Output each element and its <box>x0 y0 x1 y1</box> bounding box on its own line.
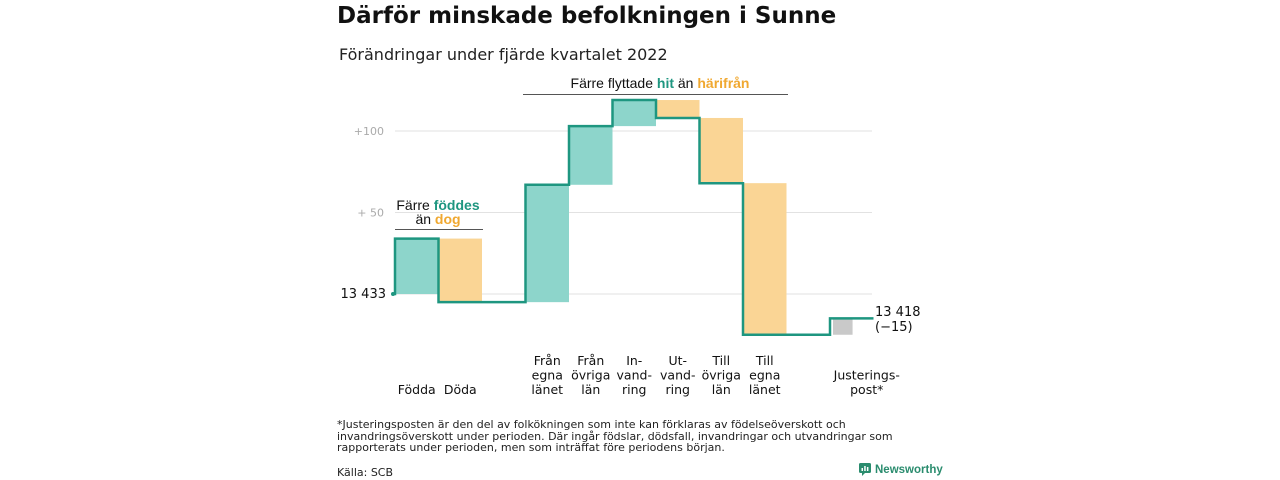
category-label: länet <box>749 382 781 397</box>
bar-increase <box>569 126 613 185</box>
category-label: Till <box>711 353 730 368</box>
start-marker <box>391 292 395 296</box>
y-tick-label: +100 <box>354 125 384 138</box>
annotation-migration: Färre flyttade hit än härifrån <box>523 75 788 95</box>
end-value-label: 13 418 <box>875 305 921 320</box>
category-label: länet <box>531 382 563 397</box>
category-label: post* <box>850 382 883 397</box>
bar-decrease <box>743 183 787 335</box>
category-label: län <box>712 382 731 397</box>
category-label: ring <box>622 382 646 397</box>
bar-adjustment <box>833 318 853 335</box>
start-value-label: 13 433 <box>341 287 387 302</box>
annotation-migration-middle: än <box>674 75 697 91</box>
bar-increase <box>612 100 656 127</box>
category-label: Ut- <box>668 353 687 368</box>
svg-text:än dog: än dog <box>415 211 460 227</box>
chart-title: Därför minskade befolkningen i Sunne <box>337 3 837 29</box>
annotation-migration-orange: härifrån <box>697 75 749 91</box>
annotation-migration-prefix: Färre flyttade <box>571 75 657 91</box>
category-label: In- <box>626 353 642 368</box>
annotation-births-deaths: Färre föddes än dog <box>395 197 483 230</box>
category-label: Justerings- <box>833 368 900 383</box>
category-label: egna <box>749 368 780 383</box>
category-label: län <box>581 382 600 397</box>
category-label: vand- <box>617 368 652 383</box>
line-layer <box>391 98 874 337</box>
bar-decrease <box>699 117 743 184</box>
bar-increase <box>395 238 439 294</box>
category-label: Till <box>755 353 774 368</box>
y-tick-label: + 50 <box>357 207 384 220</box>
category-label: egna <box>532 368 563 383</box>
bars-layer <box>395 100 853 335</box>
footnote: *Justeringsposten är den del av folkökni… <box>337 418 893 454</box>
brand-name: Newsworthy <box>875 463 943 476</box>
labels-layer: Födda DödaFrånegnalänetFrånövrigalänIn-va… <box>398 353 900 397</box>
grid-layer: + 50 +100 <box>354 125 872 295</box>
category-label: övriga <box>571 368 610 383</box>
bar-increase <box>525 184 569 303</box>
end-change-label: (−15) <box>875 320 913 335</box>
annotation-births-teal: föddes <box>434 197 480 213</box>
category-label: ring <box>666 382 690 397</box>
bar-decrease <box>656 100 700 118</box>
bar-decrease <box>438 238 482 303</box>
category-label: övriga <box>702 368 741 383</box>
category-label: Födda <box>398 382 436 397</box>
category-label: Döda <box>444 382 477 397</box>
annotation-deaths-prefix: än <box>415 211 434 227</box>
annotation-deaths-orange: dog <box>435 211 461 227</box>
svg-text:Färre flyttade hit än härifrån: Färre flyttade hit än härifrån <box>571 75 750 91</box>
annotation-births-prefix: Färre <box>396 197 433 213</box>
annotation-migration-teal: hit <box>657 75 674 91</box>
category-label: Från <box>534 353 561 368</box>
category-label: vand- <box>660 368 695 383</box>
svg-text:Färre föddes: Färre föddes <box>396 197 479 213</box>
chart-subtitle: Förändringar under fjärde kvartalet 2022 <box>339 45 668 64</box>
cumulative-step-line <box>393 98 874 337</box>
waterfall-chart: + 50+100 Födda DödaFrånegnalänetFrånövrig… <box>341 75 921 397</box>
brand-logo: Newsworthy <box>859 463 943 476</box>
source-label: Källa: SCB <box>337 466 394 479</box>
category-label: Från <box>577 353 604 368</box>
bar-chart-icon <box>859 463 871 476</box>
